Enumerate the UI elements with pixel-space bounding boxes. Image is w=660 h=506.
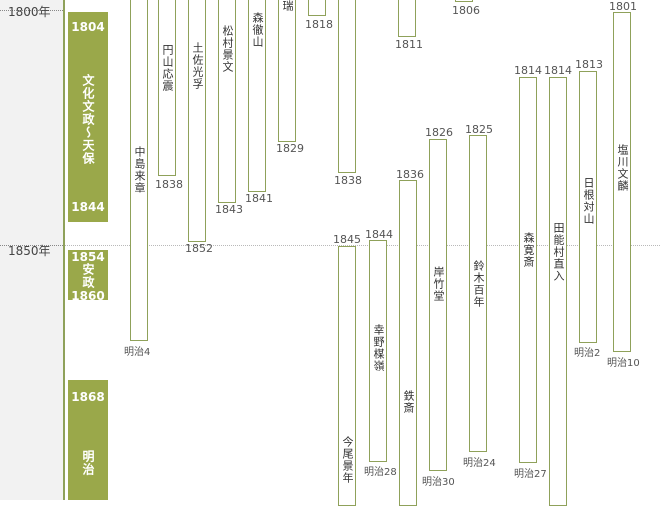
year-guide-1850 <box>0 245 63 246</box>
era-start-year: 1868 <box>71 390 105 404</box>
person-name: 円山応震 <box>161 44 174 92</box>
end-year: 明治2 <box>574 348 601 359</box>
lifespan-bar-shiokawa-bunrin <box>613 12 631 352</box>
person-name: 土佐光孚 <box>191 42 204 90</box>
lifespan-bar-suzuki-hyakunen <box>469 135 487 452</box>
end-year: 明治24 <box>463 458 496 469</box>
lifespan-bar-1818 <box>308 0 326 16</box>
person-name: 幸野楳嶺 <box>372 324 385 372</box>
end-year: 明治4 <box>124 347 151 358</box>
start-year: 1826 <box>425 126 453 139</box>
era-bunka-tenpo: 1804 文化文政～天保 1844 <box>68 12 108 222</box>
lifespan-bar-1838 <box>338 0 356 173</box>
end-year: 1838 <box>155 178 183 191</box>
lifespan-bar-kishi-chikudo <box>429 139 447 471</box>
lifespan-bar-hine-taizan <box>579 71 597 343</box>
start-year: 1844 <box>365 228 393 241</box>
lifespan-bar-mori-kansai <box>519 77 537 463</box>
era-name: 明治 <box>81 450 95 476</box>
era-ansei: 1854 安政 1860 <box>68 250 108 303</box>
end-year: 1818 <box>305 18 333 31</box>
start-year: 1845 <box>333 233 361 246</box>
era-end-year: 1860 <box>71 289 105 303</box>
end-year: 1852 <box>185 242 213 255</box>
end-year: 1843 <box>215 203 243 216</box>
person-name: 松村景文 <box>221 25 234 73</box>
start-year: 1825 <box>465 123 493 136</box>
person-name: 今尾景年 <box>341 436 354 484</box>
year-label-1850: 1850年 <box>8 244 51 258</box>
era-name: 安政 <box>81 263 95 289</box>
gridline-1850 <box>65 245 660 246</box>
lifespan-bar-koeno-bairei <box>369 240 387 462</box>
era-end-year: 1844 <box>71 200 105 214</box>
end-year: 1806 <box>452 4 480 17</box>
lifespan-bar-1811 <box>398 0 416 37</box>
era-name: 文化文政～天保 <box>81 74 95 165</box>
year-guide-1800 <box>0 10 63 11</box>
lifespan-bar-nakajima-raisho <box>130 0 148 341</box>
era-meiji: 1868 明治 <box>68 380 108 500</box>
lifespan-bar-zui <box>278 0 296 142</box>
start-year: 1801 <box>609 0 637 13</box>
lifespan-bar-tosa-mitsuzane <box>188 0 206 242</box>
person-name: 塩川文麟 <box>616 144 629 192</box>
person-name: 鉄斎 <box>402 390 415 414</box>
end-year: 1811 <box>395 38 423 51</box>
end-year: 明治10 <box>607 358 640 369</box>
start-year: 1814 <box>514 64 542 77</box>
lifespan-bar-1806 <box>455 0 473 2</box>
year-label-1800: 1800年 <box>8 5 51 19</box>
axis-rule <box>63 0 65 500</box>
person-name: 森寛斎 <box>522 232 535 268</box>
person-name: 鈴木百年 <box>472 260 485 308</box>
person-name: 岸竹堂 <box>432 266 445 302</box>
person-name: 瑞 <box>281 0 294 12</box>
end-year: 1829 <box>276 142 304 155</box>
end-year: 1838 <box>334 174 362 187</box>
person-name: 中島来章 <box>133 146 146 194</box>
era-start-year: 1854 <box>71 250 105 264</box>
start-year: 1814 <box>544 64 572 77</box>
end-year: 1841 <box>245 192 273 205</box>
person-name: 田能村直入 <box>552 222 565 282</box>
person-name: 森徹山 <box>251 12 264 48</box>
person-name: 日根対山 <box>582 177 595 225</box>
end-year: 明治30 <box>422 477 455 488</box>
lifespan-bar-matsumura-keibun <box>218 0 236 203</box>
lifespan-bar-tessai <box>399 180 417 506</box>
start-year: 1813 <box>575 58 603 71</box>
end-year: 明治27 <box>514 469 547 480</box>
lifespan-bar-mori-tetsuzan <box>248 0 266 192</box>
timeline-axis-panel <box>0 0 63 500</box>
lifespan-bar-maruyama-oshin <box>158 0 176 176</box>
start-year: 1836 <box>396 168 424 181</box>
lifespan-bar-tanomura-chokunyu <box>549 77 567 506</box>
era-start-year: 1804 <box>71 20 105 34</box>
end-year: 明治28 <box>364 467 397 478</box>
